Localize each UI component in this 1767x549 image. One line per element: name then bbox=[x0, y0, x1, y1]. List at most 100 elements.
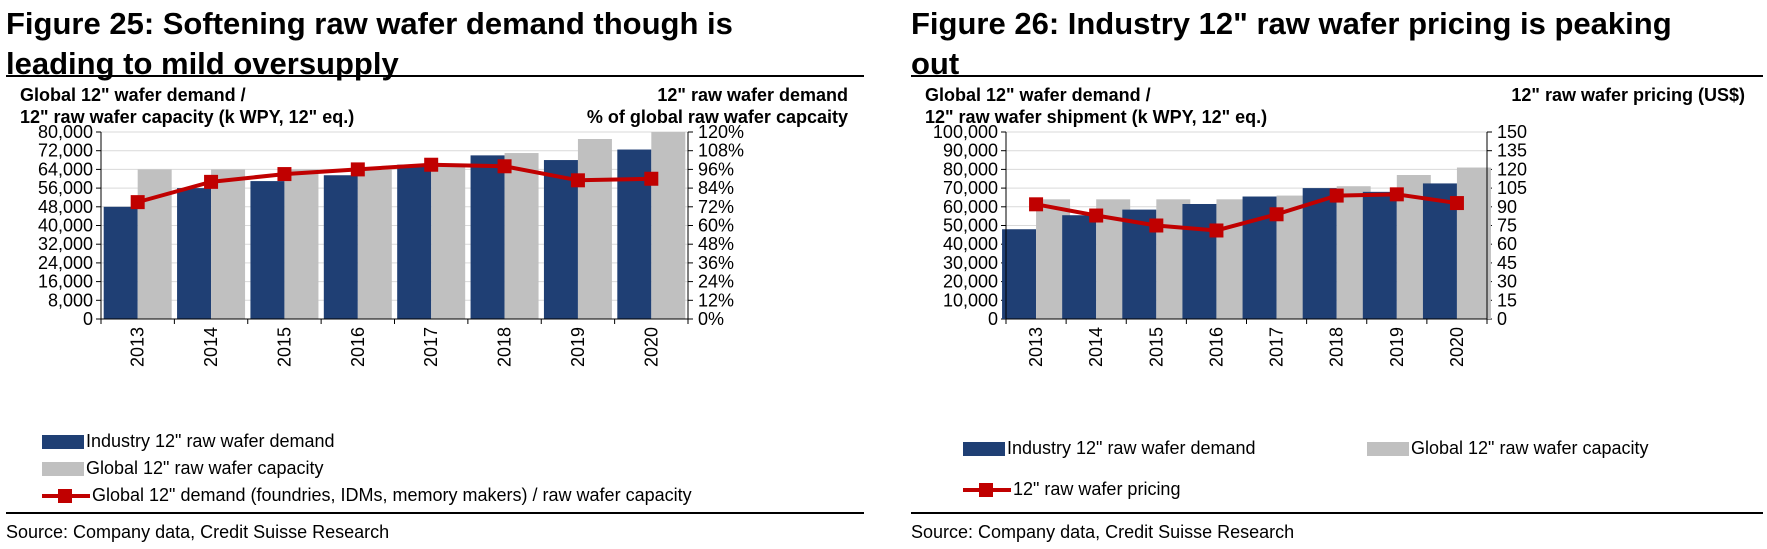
figure-26-chart: 010,00020,00030,00040,00050,00060,00070,… bbox=[933, 122, 1527, 367]
figure-26-legend-capacity: Global 12" raw wafer capacity bbox=[1367, 435, 1649, 461]
figure-25-title-line-1: Figure 25: Softening raw wafer demand th… bbox=[6, 6, 733, 41]
x-axis-tick-label: 2020 bbox=[1447, 327, 1467, 367]
figure-26-legend-line: 12" raw wafer pricing bbox=[963, 476, 1180, 502]
figure-25-legend-capacity: Global 12" raw wafer capacity bbox=[42, 455, 324, 481]
left-axis-tick-label: 0 bbox=[83, 309, 93, 329]
right-axis-tick-label: 48% bbox=[698, 234, 734, 254]
figure-26-right-axis-title-line-1: 12" raw wafer pricing (US$) bbox=[1511, 85, 1745, 105]
left-axis-tick-label: 72,000 bbox=[38, 141, 93, 161]
right-axis-tick-label: 0 bbox=[1497, 309, 1507, 329]
left-axis-tick-label: 24,000 bbox=[38, 253, 93, 273]
bar-demand bbox=[397, 164, 432, 319]
figure-26-source: Source: Company data, Credit Suisse Rese… bbox=[911, 522, 1295, 542]
legend-line-label: 12" raw wafer pricing bbox=[1013, 479, 1181, 499]
legend-capacity-swatch bbox=[1367, 442, 1409, 457]
left-axis-tick-label: 0 bbox=[988, 309, 998, 329]
right-axis-tick-label: 75 bbox=[1497, 216, 1517, 236]
bar-demand bbox=[1062, 215, 1097, 319]
bar-capacity bbox=[577, 139, 612, 319]
right-axis-tick-label: 105 bbox=[1497, 178, 1527, 198]
legend-capacity-label: Global 12" raw wafer capacity bbox=[86, 458, 324, 478]
bar-demand bbox=[1302, 188, 1337, 319]
left-axis-tick-label: 56,000 bbox=[38, 178, 93, 198]
figure-25-left-axis-title: Global 12" wafer demand / 12" raw wafer … bbox=[20, 84, 354, 128]
left-axis-tick-label: 40,000 bbox=[943, 234, 998, 254]
bar-demand bbox=[470, 155, 505, 319]
x-axis-tick-label: 2015 bbox=[274, 327, 294, 367]
x-axis-tick-label: 2015 bbox=[1146, 327, 1166, 367]
line-marker bbox=[644, 171, 659, 186]
line-marker bbox=[130, 195, 145, 210]
x-axis-tick-label: 2014 bbox=[1086, 327, 1106, 367]
bar-demand bbox=[1002, 229, 1037, 319]
left-axis-tick-label: 16,000 bbox=[38, 272, 93, 292]
figure-25-chart: 08,00016,00024,00032,00040,00048,00056,0… bbox=[38, 122, 744, 367]
figure-26-bottom-rule bbox=[911, 512, 1763, 514]
figure-25-top-rule bbox=[6, 75, 864, 77]
line-marker bbox=[1389, 187, 1404, 202]
figure-26-legend-demand: Industry 12" raw wafer demand bbox=[963, 435, 1256, 461]
right-axis-tick-label: 135 bbox=[1497, 141, 1527, 161]
figure-25-legend-demand: Industry 12" raw wafer demand bbox=[42, 428, 335, 454]
line-marker bbox=[570, 173, 585, 188]
left-axis-tick-label: 80,000 bbox=[38, 122, 93, 142]
line-marker bbox=[1209, 223, 1224, 238]
left-axis-tick-label: 90,000 bbox=[943, 141, 998, 161]
bar-demand bbox=[323, 175, 358, 319]
x-axis-tick-label: 2013 bbox=[128, 327, 148, 367]
figure-25-panel: Figure 25: Softening raw wafer demand th… bbox=[6, 0, 864, 549]
right-axis-tick-label: 24% bbox=[698, 272, 734, 292]
figure-26-right-axis-title: 12" raw wafer pricing (US$) bbox=[1511, 84, 1745, 106]
left-axis-tick-label: 100,000 bbox=[933, 122, 998, 142]
bar-capacity bbox=[211, 169, 246, 319]
legend-line-swatch bbox=[963, 483, 1011, 498]
right-axis-tick-label: 60% bbox=[698, 216, 734, 236]
right-axis-tick-label: 60 bbox=[1497, 234, 1517, 254]
bar-demand bbox=[1362, 191, 1397, 319]
figure-25-left-axis-title-line-2: 12" raw wafer capacity (k WPY, 12" eq.) bbox=[20, 107, 355, 127]
left-axis-tick-label: 10,000 bbox=[943, 290, 998, 310]
right-axis-tick-label: 108% bbox=[698, 141, 744, 161]
right-axis-tick-label: 36% bbox=[698, 253, 734, 273]
figure-25-legend-line: Global 12" demand (foundries, IDMs, memo… bbox=[42, 482, 692, 508]
right-axis-tick-label: 96% bbox=[698, 159, 734, 179]
figure-26-left-axis-title-line-1: Global 12" wafer demand / bbox=[925, 85, 1151, 105]
left-axis-tick-label: 40,000 bbox=[38, 216, 93, 236]
legend-demand-swatch bbox=[42, 435, 84, 450]
figure-26-title-line-1: Figure 26: Industry 12" raw wafer pricin… bbox=[911, 6, 1672, 41]
figure-26-left-axis-title-line-2: 12" raw wafer shipment (k WPY, 12" eq.) bbox=[925, 107, 1268, 127]
line-marker bbox=[1329, 188, 1344, 203]
x-axis-tick-label: 2014 bbox=[201, 327, 221, 367]
x-axis-tick-label: 2017 bbox=[421, 327, 441, 367]
bar-demand bbox=[250, 181, 285, 319]
left-axis-tick-label: 20,000 bbox=[943, 272, 998, 292]
x-axis-tick-label: 2019 bbox=[1387, 327, 1407, 367]
x-axis-tick-label: 2017 bbox=[1267, 327, 1287, 367]
line-marker bbox=[204, 174, 219, 189]
right-axis-tick-label: 0% bbox=[698, 309, 724, 329]
left-axis-tick-label: 32,000 bbox=[38, 234, 93, 254]
left-axis-tick-label: 80,000 bbox=[943, 159, 998, 179]
line-marker bbox=[1029, 197, 1044, 212]
right-axis-tick-label: 72% bbox=[698, 197, 734, 217]
line-marker bbox=[497, 159, 512, 174]
bar-capacity bbox=[137, 169, 172, 319]
bar-capacity bbox=[357, 169, 392, 319]
bar-demand bbox=[1182, 203, 1217, 319]
figure-25-source: Source: Company data, Credit Suisse Rese… bbox=[6, 522, 390, 542]
line-series bbox=[1035, 192, 1458, 233]
right-axis-tick-label: 12% bbox=[698, 290, 734, 310]
right-axis-tick-label: 15 bbox=[1497, 290, 1517, 310]
line-marker bbox=[424, 157, 439, 172]
line-marker bbox=[1449, 196, 1464, 211]
right-axis-tick-label: 120% bbox=[698, 122, 744, 142]
right-axis-tick-label: 120 bbox=[1497, 159, 1527, 179]
left-axis-tick-label: 8,000 bbox=[48, 290, 93, 310]
figure-26-title: Figure 26: Industry 12" raw wafer pricin… bbox=[911, 4, 1763, 84]
x-axis-tick-label: 2013 bbox=[1026, 327, 1046, 367]
legend-capacity-swatch bbox=[42, 462, 84, 477]
bar-capacity bbox=[284, 169, 319, 319]
figure-26-left-axis-title: Global 12" wafer demand / 12" raw wafer … bbox=[925, 84, 1267, 128]
left-axis-tick-label: 60,000 bbox=[943, 197, 998, 217]
figure-25-right-axis-title: 12" raw wafer demand % of global raw waf… bbox=[587, 84, 848, 128]
